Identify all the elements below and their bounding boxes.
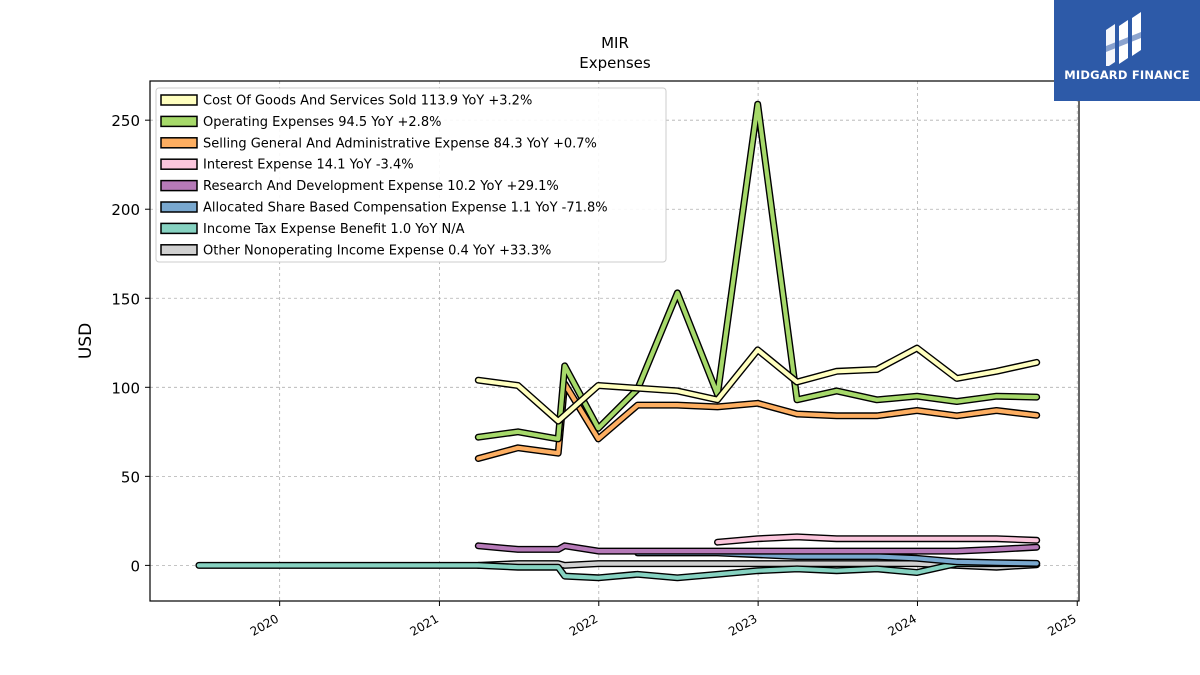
y-axis-label: USD bbox=[76, 323, 96, 359]
series-line bbox=[196, 561, 1039, 580]
legend-swatch bbox=[160, 222, 198, 235]
y-tick-label: 200 bbox=[111, 201, 140, 219]
legend-swatch bbox=[160, 201, 198, 213]
y-tick-label: 50 bbox=[121, 468, 140, 486]
y-tick-label: 250 bbox=[111, 112, 140, 130]
legend-entry: Interest Expense 14.1 YoY -3.4% bbox=[203, 158, 414, 173]
legend-entry: Other Nonoperating Income Expense 0.4 Yo… bbox=[203, 243, 551, 258]
logo-mark-icon bbox=[1106, 12, 1141, 66]
chart-subtitle: Expenses bbox=[579, 54, 651, 72]
legend-swatch bbox=[160, 94, 198, 106]
legend-entry: Selling General And Administrative Expen… bbox=[203, 136, 597, 151]
y-tick-label: 0 bbox=[130, 557, 140, 575]
brand-logo: MIDGARD FINANCE bbox=[1054, 0, 1200, 101]
legend-swatch bbox=[160, 244, 198, 256]
x-tick-label: 2023 bbox=[726, 611, 759, 638]
legend-box bbox=[155, 87, 667, 263]
x-tick-label: 2022 bbox=[567, 611, 600, 638]
plot-frame bbox=[149, 80, 1080, 602]
legend-entry: Research And Development Expense 10.2 Yo… bbox=[203, 179, 559, 194]
legend-swatch bbox=[160, 137, 198, 149]
legend-swatch bbox=[160, 179, 198, 192]
y-tick-label: 100 bbox=[111, 379, 140, 397]
legend-swatch bbox=[160, 115, 198, 128]
chart-title: MIR bbox=[601, 34, 629, 52]
legend-entry: Allocated Share Based Compensation Expen… bbox=[203, 201, 608, 216]
x-tick-label: 2020 bbox=[248, 611, 281, 638]
y-tick-label: 150 bbox=[111, 290, 140, 308]
series-line bbox=[476, 346, 1039, 424]
legend-entry: Operating Expenses 94.5 YoY +2.8% bbox=[203, 115, 441, 130]
series-line bbox=[476, 102, 1039, 441]
series-line bbox=[476, 543, 1039, 554]
legend-entry: Cost Of Goods And Services Sold 113.9 Yo… bbox=[203, 94, 532, 109]
legend-entry: Income Tax Expense Benefit 1.0 YoY N/A bbox=[203, 222, 465, 237]
series-line bbox=[715, 534, 1039, 545]
x-tick-label: 2021 bbox=[407, 611, 440, 638]
legend: Cost Of Goods And Services Sold 113.9 Yo… bbox=[155, 87, 667, 263]
logo-text: MIDGARD FINANCE bbox=[1064, 68, 1190, 82]
x-tick-label: 2025 bbox=[1045, 611, 1078, 638]
x-tick-label: 2024 bbox=[886, 611, 919, 638]
legend-swatch bbox=[160, 158, 198, 170]
series-lines bbox=[195, 100, 1041, 582]
